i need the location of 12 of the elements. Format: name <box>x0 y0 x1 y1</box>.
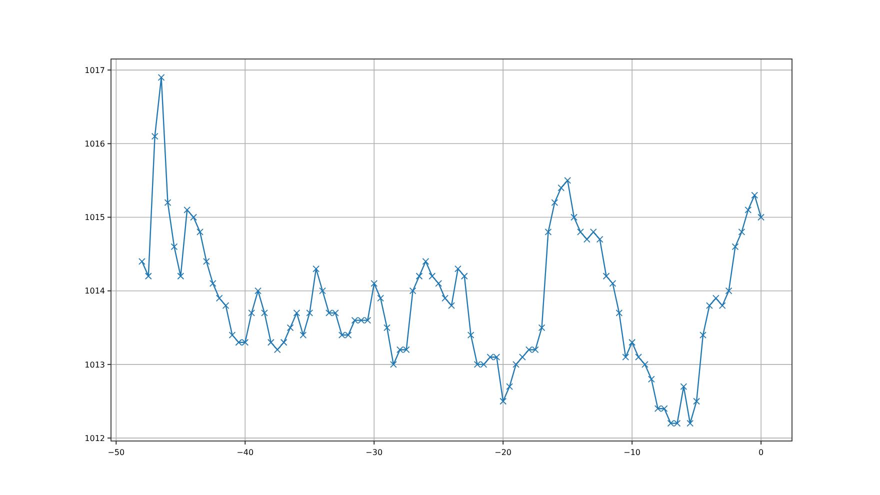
x-tick-label: −20 <box>494 448 512 457</box>
y-tick-label: 1016 <box>84 139 105 148</box>
x-tick-label: −50 <box>108 448 125 457</box>
x-tick-label: −10 <box>624 448 641 457</box>
x-tick-label: −30 <box>366 448 383 457</box>
y-tick-label: 1013 <box>84 360 105 370</box>
x-tick-label: −40 <box>236 448 254 457</box>
y-tick-label: 1015 <box>84 213 105 222</box>
y-tick-label: 1017 <box>84 66 105 75</box>
y-tick-label: 1012 <box>84 434 105 443</box>
y-tick-label: 1014 <box>84 286 105 296</box>
x-tick-label: 0 <box>758 448 764 457</box>
